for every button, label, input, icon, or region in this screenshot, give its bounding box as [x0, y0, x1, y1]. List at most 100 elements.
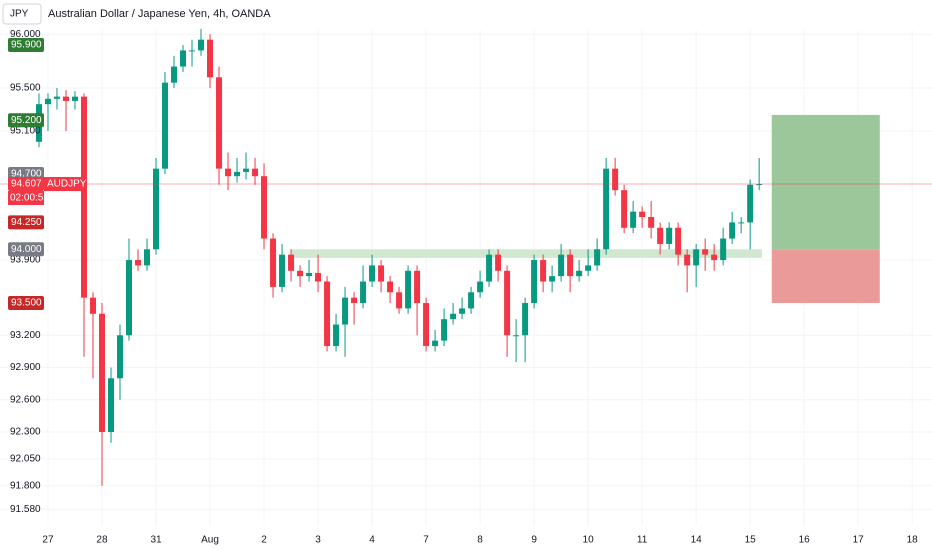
candle-body — [198, 39, 205, 51]
candle-body — [513, 335, 520, 337]
x-tick-label: 16 — [799, 535, 811, 546]
candle-body — [126, 260, 133, 336]
candle-body — [162, 82, 169, 169]
candle-body — [477, 281, 484, 293]
candle-body — [648, 217, 655, 228]
candle-body — [207, 39, 214, 78]
candle-body — [432, 340, 439, 347]
y-tick-label: 95.500 — [10, 83, 41, 94]
candle-body — [693, 249, 700, 266]
candle-body — [153, 168, 160, 250]
countdown-text: 02:00:55 — [10, 193, 49, 204]
x-tick-label: 31 — [150, 535, 162, 546]
x-tick-label: 15 — [745, 535, 757, 546]
candle-body — [62, 96, 69, 101]
candle-body — [666, 227, 673, 244]
candle-body — [315, 272, 322, 282]
candle-body — [702, 249, 709, 255]
y-tick-label: 92.900 — [10, 362, 41, 373]
price-tag-text: 94.607 — [11, 179, 42, 190]
symbol-tag — [44, 177, 86, 192]
candle-body — [396, 292, 403, 309]
candle-body — [252, 168, 259, 177]
candle-body — [71, 96, 78, 101]
candle-body — [225, 168, 232, 177]
candle-body — [360, 281, 367, 304]
candle-body — [342, 297, 349, 325]
candle-body — [657, 227, 664, 244]
y-tick-label: 95.100 — [10, 126, 41, 137]
candle-body — [576, 270, 583, 277]
candle-body — [324, 281, 331, 347]
x-tick-label: 14 — [691, 535, 703, 546]
x-tick-label: 7 — [423, 535, 429, 546]
candle-body — [297, 270, 304, 277]
candle-body — [414, 270, 421, 304]
support-zone — [291, 249, 762, 258]
candle-body — [504, 270, 511, 336]
candle-body — [387, 281, 394, 293]
y-tick-label: 93.200 — [10, 330, 41, 341]
candle-body — [459, 308, 466, 314]
candle-body — [738, 222, 745, 224]
candle-body — [630, 211, 637, 228]
y-tick-label: 91.580 — [10, 504, 41, 515]
candle-body — [171, 66, 178, 83]
x-tick-label: 28 — [96, 535, 108, 546]
symbol-box[interactable] — [2, 3, 42, 25]
candle-body — [216, 77, 223, 169]
price-tag-text: 95.200 — [11, 115, 42, 126]
price-tag-text: 93.500 — [11, 298, 42, 309]
x-tick-label: 10 — [583, 535, 595, 546]
x-tick-label: 4 — [369, 535, 375, 546]
price-tag-text: 94.250 — [11, 217, 42, 228]
x-tick-label: 17 — [853, 535, 865, 546]
x-tick-label: 18 — [907, 535, 919, 546]
candle-body — [747, 184, 754, 223]
candle-body — [531, 260, 538, 304]
x-tick-label: 11 — [637, 535, 648, 546]
candle-body — [540, 260, 547, 282]
chart-title: Australian Dollar / Japanese Yen, 4h, OA… — [48, 8, 271, 20]
candle-body — [189, 50, 196, 52]
candle-body — [261, 176, 268, 239]
price-tag — [8, 38, 44, 53]
candle-body — [107, 378, 114, 433]
candle-body — [468, 292, 475, 309]
candle-body — [558, 254, 565, 277]
price-tag — [8, 296, 44, 311]
x-tick-label: Aug — [201, 535, 219, 546]
price-tag-text: 95.900 — [11, 40, 42, 51]
candle-body — [44, 98, 51, 105]
price-tag-text: 94.700 — [11, 169, 42, 180]
candle-body — [585, 265, 592, 271]
candle-body — [144, 249, 151, 266]
candle-body — [89, 297, 96, 314]
x-tick-label: 9 — [531, 535, 537, 546]
profit-zone — [771, 114, 880, 250]
candle-body — [639, 211, 646, 218]
y-tick-label: 93.900 — [10, 255, 41, 266]
candle-body — [135, 260, 142, 266]
candle-body — [450, 313, 457, 320]
candle-body — [684, 254, 691, 266]
candle-body — [243, 168, 250, 172]
candle-body — [549, 276, 556, 282]
y-tick-label: 91.800 — [10, 480, 41, 491]
symbol-tag-text: AUDJPY — [47, 179, 87, 190]
candle-body — [378, 265, 385, 282]
candle-body — [603, 168, 610, 250]
candle-body — [288, 254, 295, 271]
candle-body — [441, 319, 448, 341]
symbol-box-text[interactable]: JPY — [10, 9, 29, 20]
price-tag — [8, 242, 44, 257]
countdown-tag — [8, 191, 44, 206]
candle-body — [116, 335, 123, 379]
candle-body — [675, 227, 682, 255]
x-tick-label: 8 — [477, 535, 483, 546]
candle-body — [98, 313, 105, 433]
candle-body — [594, 249, 601, 266]
candle-body — [53, 96, 60, 99]
candle-body — [729, 222, 736, 239]
